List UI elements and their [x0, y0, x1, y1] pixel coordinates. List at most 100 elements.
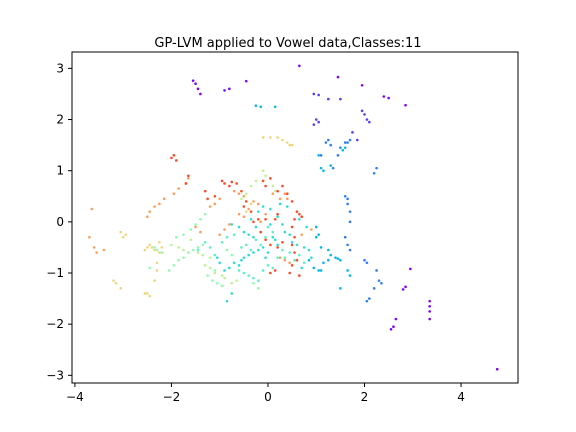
- data-point-class-7: [170, 243, 173, 247]
- data-point-class-4: [295, 243, 299, 247]
- data-point-class-2: [331, 166, 335, 170]
- data-point-class-3: [273, 105, 277, 109]
- data-point-class-2: [380, 281, 383, 285]
- data-point-class-7: [201, 253, 205, 257]
- data-point-class-4: [240, 258, 243, 262]
- data-point-class-4: [223, 269, 226, 272]
- data-point-class-4: [273, 238, 277, 242]
- data-point-class-2: [343, 235, 347, 239]
- data-point-class-9: [264, 212, 267, 216]
- data-point-class-10: [273, 217, 277, 221]
- data-point-class-5: [213, 253, 217, 257]
- data-point-class-1: [365, 118, 369, 121]
- data-point-class-9: [102, 248, 106, 252]
- data-point-class-10: [206, 197, 209, 201]
- data-point-class-9: [278, 197, 282, 201]
- data-point-class-1: [355, 138, 359, 142]
- data-point-class-2: [368, 297, 371, 300]
- data-point-class-5: [283, 256, 287, 259]
- data-point-class-3: [329, 164, 333, 167]
- data-point-class-3: [336, 257, 340, 260]
- data-point-class-3: [317, 269, 320, 272]
- data-point-class-8: [288, 143, 291, 147]
- data-point-class-3: [314, 235, 318, 239]
- data-point-class-2: [372, 171, 376, 175]
- data-point-class-4: [264, 256, 267, 259]
- data-point-class-10: [264, 217, 267, 221]
- data-point-class-2: [348, 248, 352, 252]
- data-point-class-6: [191, 248, 195, 252]
- data-point-class-9: [310, 228, 313, 231]
- data-point-class-9: [172, 192, 176, 196]
- data-point-class-7: [182, 248, 185, 252]
- data-point-class-6: [155, 248, 159, 252]
- data-point-class-3: [307, 258, 311, 262]
- data-point-class-9: [252, 200, 255, 203]
- data-point-class-8: [269, 136, 272, 139]
- data-point-class-2: [343, 141, 347, 144]
- data-point-class-9: [271, 192, 275, 196]
- data-point-class-4: [281, 223, 284, 226]
- data-point-class-0: [428, 310, 431, 313]
- data-point-class-9: [242, 215, 246, 219]
- data-point-class-4: [310, 256, 313, 259]
- data-point-class-5: [257, 279, 260, 282]
- data-point-class-0: [401, 288, 405, 291]
- data-point-class-9: [95, 251, 98, 254]
- x-axis: −4 −2 0 2 4: [66, 383, 465, 404]
- data-point-class-5: [249, 248, 253, 252]
- data-point-class-10: [220, 179, 224, 183]
- y-tick-label: −2: [46, 317, 64, 331]
- data-point-class-0: [428, 317, 431, 321]
- data-point-class-6: [148, 266, 152, 270]
- data-point-class-7: [213, 271, 217, 275]
- data-point-class-4: [300, 266, 304, 270]
- data-point-class-3: [346, 269, 349, 272]
- data-point-class-10: [293, 217, 296, 221]
- data-point-class-9: [300, 233, 304, 236]
- data-point-class-5: [266, 264, 270, 267]
- data-point-class-9: [247, 207, 250, 211]
- data-point-class-9: [158, 202, 161, 206]
- data-point-class-8: [153, 248, 156, 252]
- data-point-class-4: [230, 292, 234, 295]
- data-point-class-3: [327, 248, 330, 252]
- data-point-class-2: [348, 210, 352, 213]
- data-point-class-5: [302, 261, 306, 265]
- data-point-class-8: [281, 138, 284, 142]
- data-point-class-1: [314, 118, 318, 121]
- data-point-class-7: [177, 246, 180, 249]
- data-point-class-9: [218, 197, 221, 201]
- data-point-class-5: [293, 258, 296, 262]
- data-point-class-6: [257, 287, 260, 290]
- data-point-class-10: [281, 241, 284, 244]
- data-point-class-4: [266, 251, 270, 254]
- data-point-class-4: [215, 256, 219, 259]
- data-point-class-4: [247, 233, 250, 236]
- data-point-class-4: [290, 241, 294, 244]
- data-point-class-9: [208, 205, 212, 208]
- data-point-class-9: [237, 192, 241, 196]
- data-point-class-10: [276, 212, 279, 216]
- y-tick-label: −1: [46, 266, 64, 280]
- data-point-class-5: [247, 274, 250, 277]
- data-point-class-6: [177, 258, 180, 262]
- data-point-class-3: [259, 105, 263, 109]
- data-point-class-9: [288, 261, 291, 265]
- data-point-class-1: [360, 109, 364, 113]
- data-point-class-6: [213, 269, 217, 272]
- data-point-class-5: [254, 238, 258, 242]
- data-point-class-5: [232, 233, 236, 236]
- data-point-class-8: [124, 233, 127, 236]
- data-point-class-9: [259, 220, 263, 224]
- data-point-class-3: [322, 261, 325, 265]
- data-point-class-4: [288, 233, 291, 236]
- data-point-class-8: [148, 294, 152, 298]
- data-point-class-10: [293, 235, 296, 239]
- data-point-class-9: [228, 223, 231, 226]
- data-point-class-9: [285, 197, 289, 201]
- data-point-class-5: [196, 248, 200, 252]
- data-point-class-10: [230, 180, 234, 184]
- data-point-class-5: [244, 243, 248, 247]
- data-point-class-5: [225, 235, 229, 239]
